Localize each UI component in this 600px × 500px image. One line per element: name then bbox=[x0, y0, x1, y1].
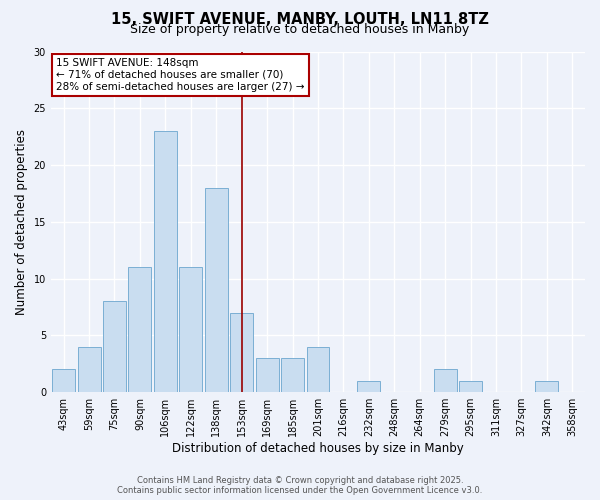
Bar bbox=[77, 347, 101, 392]
Bar bbox=[154, 131, 177, 392]
X-axis label: Distribution of detached houses by size in Manby: Distribution of detached houses by size … bbox=[172, 442, 464, 455]
Bar bbox=[459, 381, 482, 392]
Bar bbox=[128, 268, 151, 392]
Bar bbox=[358, 381, 380, 392]
Bar bbox=[205, 188, 227, 392]
Text: 15 SWIFT AVENUE: 148sqm
← 71% of detached houses are smaller (70)
28% of semi-de: 15 SWIFT AVENUE: 148sqm ← 71% of detache… bbox=[56, 58, 305, 92]
Y-axis label: Number of detached properties: Number of detached properties bbox=[15, 129, 28, 315]
Bar bbox=[307, 347, 329, 392]
Bar bbox=[535, 381, 558, 392]
Text: 15, SWIFT AVENUE, MANBY, LOUTH, LN11 8TZ: 15, SWIFT AVENUE, MANBY, LOUTH, LN11 8TZ bbox=[111, 12, 489, 28]
Bar bbox=[52, 370, 75, 392]
Text: Size of property relative to detached houses in Manby: Size of property relative to detached ho… bbox=[130, 24, 470, 36]
Bar bbox=[434, 370, 457, 392]
Text: Contains HM Land Registry data © Crown copyright and database right 2025.
Contai: Contains HM Land Registry data © Crown c… bbox=[118, 476, 482, 495]
Bar bbox=[230, 312, 253, 392]
Bar bbox=[179, 268, 202, 392]
Bar bbox=[256, 358, 278, 392]
Bar bbox=[103, 302, 126, 392]
Bar bbox=[281, 358, 304, 392]
